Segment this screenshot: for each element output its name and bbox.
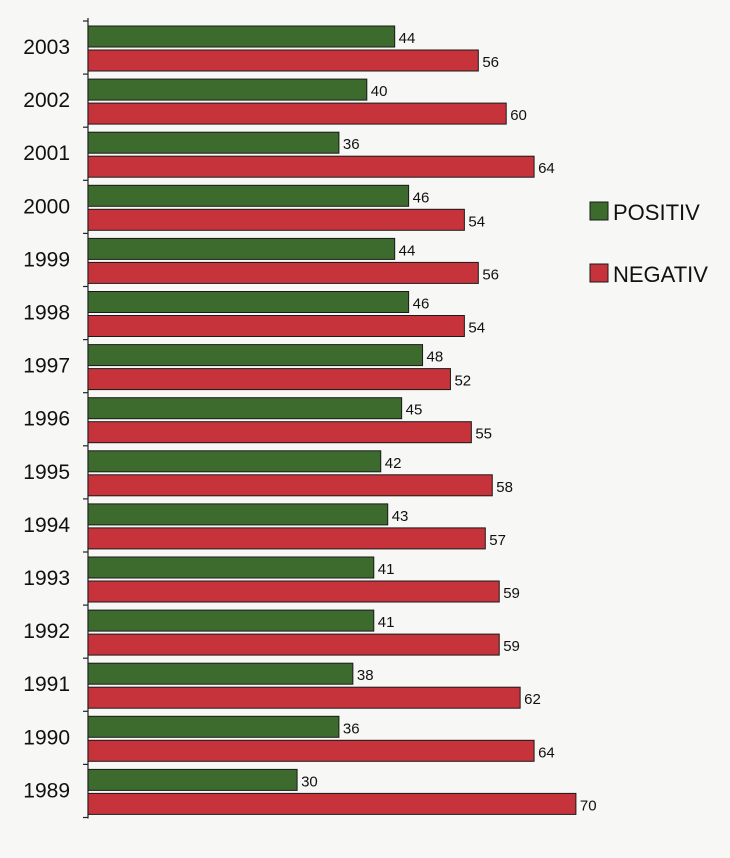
legend-label-negativ: NEGATIV	[613, 262, 708, 287]
data-label-negativ: 55	[475, 426, 492, 443]
data-label-positiv: 46	[413, 296, 430, 313]
bar-negativ	[87, 527, 486, 550]
bar-negativ	[87, 474, 493, 497]
bar-negativ	[87, 102, 507, 125]
data-label-positiv: 44	[399, 30, 416, 47]
y-tick-label: 1993	[23, 567, 70, 590]
bar-positiv	[87, 184, 410, 207]
data-label-positiv: 30	[301, 773, 318, 790]
data-label-positiv: 45	[406, 402, 423, 419]
data-label-positiv: 40	[371, 83, 388, 100]
bar-positiv	[87, 291, 410, 313]
y-tick-label: 2002	[23, 89, 70, 112]
bar-negativ	[87, 739, 535, 762]
data-label-positiv: 43	[392, 508, 409, 525]
y-tick-label: 1996	[23, 408, 70, 431]
axis-layer	[83, 18, 89, 819]
y-tick-label: 1990	[23, 726, 70, 749]
data-label-positiv: 48	[427, 349, 444, 366]
bar-positiv	[87, 556, 375, 579]
y-tick-label: 2000	[23, 195, 70, 218]
bar-negativ	[87, 368, 451, 391]
data-label-negativ: 56	[482, 54, 499, 71]
bar-positiv	[87, 78, 368, 101]
y-tick-label: 1995	[23, 461, 70, 484]
y-tick-label: 1992	[23, 620, 70, 643]
bar-positiv	[87, 715, 340, 738]
data-label-negativ: 56	[482, 266, 499, 283]
bar-positiv	[87, 609, 375, 632]
legend-swatch-negativ	[589, 263, 609, 283]
bar-positiv	[87, 768, 298, 791]
y-tick-label: 1989	[23, 779, 70, 802]
data-label-negativ: 54	[468, 213, 485, 230]
bar-negativ	[87, 686, 521, 709]
data-label-negativ: 64	[538, 160, 555, 177]
data-label-positiv: 42	[385, 455, 402, 472]
bars-layer	[87, 25, 577, 815]
y-tick-label: 1998	[23, 302, 70, 325]
legend-swatch-positiv	[589, 201, 609, 221]
data-label-negativ: 59	[503, 585, 520, 602]
bar-negativ	[87, 155, 535, 178]
y-tick-label: 1994	[23, 514, 70, 537]
bar-positiv	[87, 237, 396, 260]
bar-negativ	[87, 208, 465, 231]
y-tick-label: 1997	[23, 355, 70, 378]
data-label-negativ: 64	[538, 744, 555, 761]
bar-positiv	[87, 397, 403, 420]
bar-negativ	[87, 633, 500, 656]
data-label-positiv: 44	[399, 242, 416, 259]
y-tick-label: 1991	[23, 673, 70, 696]
data-label-negativ: 70	[580, 797, 597, 814]
bar-negativ	[87, 421, 472, 444]
legend: POSITIV NEGATIV	[589, 200, 708, 287]
data-label-negativ: 57	[489, 532, 506, 549]
data-label-negativ: 60	[510, 107, 527, 124]
bar-positiv	[87, 25, 396, 48]
data-label-negativ: 52	[454, 373, 471, 390]
data-label-positiv: 46	[413, 189, 430, 206]
bar-positiv	[87, 131, 340, 154]
data-label-positiv: 41	[378, 614, 395, 631]
y-tick-label: 2001	[23, 142, 70, 165]
legend-label-positiv: POSITIV	[613, 200, 700, 225]
bar-positiv	[87, 450, 382, 473]
bar-negativ	[87, 261, 479, 284]
data-label-negativ: 54	[468, 320, 485, 337]
data-label-negativ: 62	[524, 691, 541, 708]
bar-positiv	[87, 344, 424, 367]
data-label-positiv: 41	[378, 561, 395, 578]
bar-positiv	[87, 662, 354, 685]
data-label-negativ: 58	[496, 479, 513, 496]
labels-layer: 2003 44 56 2002 40 60 2001 36 64 2000 46 54 1999 44 56…	[23, 30, 596, 814]
bar-negativ	[87, 792, 577, 815]
bar-negativ	[87, 315, 465, 337]
data-label-positiv: 38	[357, 667, 374, 684]
data-label-positiv: 36	[343, 720, 360, 737]
data-label-negativ: 59	[503, 638, 520, 655]
data-label-positiv: 36	[343, 136, 360, 153]
bar-negativ	[87, 49, 479, 72]
y-tick-label: 1999	[23, 248, 70, 271]
bar-positiv	[87, 503, 389, 526]
bar-negativ	[87, 580, 500, 603]
y-tick-label: 2003	[23, 36, 70, 59]
